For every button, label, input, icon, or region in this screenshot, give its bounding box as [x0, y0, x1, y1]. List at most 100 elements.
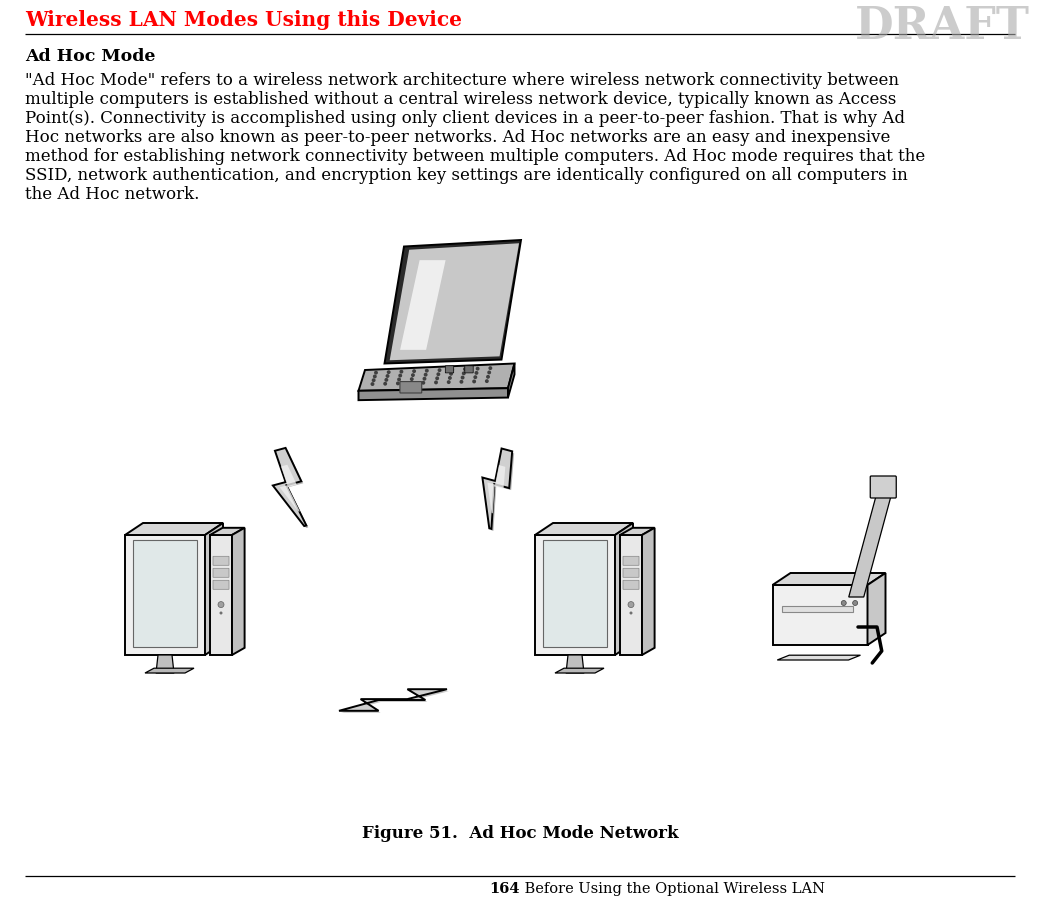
Polygon shape — [341, 691, 449, 713]
Polygon shape — [773, 585, 867, 645]
Polygon shape — [280, 465, 300, 512]
Polygon shape — [615, 523, 633, 655]
Text: SSID, network authentication, and encryption key settings are identically config: SSID, network authentication, and encryp… — [25, 167, 908, 184]
Circle shape — [219, 612, 223, 614]
Circle shape — [396, 381, 399, 385]
Circle shape — [449, 372, 453, 376]
Polygon shape — [272, 448, 307, 526]
Polygon shape — [125, 535, 205, 655]
Polygon shape — [849, 497, 890, 597]
Polygon shape — [620, 535, 642, 655]
Text: DRAFT: DRAFT — [855, 5, 1030, 48]
Text: Hoc networks are also known as peer-to-peer networks. Ad Hoc networks are an eas: Hoc networks are also known as peer-to-p… — [25, 129, 890, 146]
Circle shape — [461, 376, 465, 379]
Circle shape — [370, 382, 374, 386]
Circle shape — [475, 367, 479, 370]
Circle shape — [462, 371, 466, 375]
FancyBboxPatch shape — [213, 568, 229, 577]
Polygon shape — [210, 535, 232, 655]
Circle shape — [373, 375, 376, 379]
Circle shape — [447, 380, 450, 384]
Polygon shape — [488, 465, 505, 513]
FancyBboxPatch shape — [870, 476, 896, 498]
Circle shape — [473, 375, 477, 379]
Polygon shape — [275, 450, 308, 528]
Circle shape — [629, 612, 632, 614]
Polygon shape — [483, 449, 512, 529]
Circle shape — [422, 377, 426, 380]
Circle shape — [421, 380, 425, 385]
Polygon shape — [339, 689, 447, 711]
Circle shape — [486, 375, 490, 379]
Polygon shape — [620, 528, 654, 535]
Circle shape — [412, 369, 416, 373]
FancyBboxPatch shape — [465, 366, 473, 373]
Text: Wireless LAN Modes Using this Device: Wireless LAN Modes Using this Device — [25, 10, 462, 30]
Polygon shape — [400, 260, 445, 350]
FancyBboxPatch shape — [400, 381, 422, 393]
Text: 164: 164 — [490, 882, 520, 896]
Circle shape — [489, 367, 492, 370]
FancyBboxPatch shape — [213, 556, 229, 565]
Circle shape — [853, 600, 858, 605]
Polygon shape — [359, 364, 515, 391]
Polygon shape — [485, 450, 514, 530]
Text: the Ad Hoc network.: the Ad Hoc network. — [25, 186, 200, 203]
Circle shape — [399, 369, 404, 374]
Circle shape — [628, 601, 634, 608]
Circle shape — [218, 601, 224, 608]
Circle shape — [485, 379, 489, 383]
FancyBboxPatch shape — [623, 580, 639, 589]
Polygon shape — [145, 669, 194, 673]
Text: method for establishing network connectivity between multiple computers. Ad Hoc : method for establishing network connecti… — [25, 148, 926, 165]
Polygon shape — [508, 364, 515, 398]
Circle shape — [472, 379, 476, 383]
Polygon shape — [566, 655, 584, 673]
Polygon shape — [156, 655, 174, 673]
Polygon shape — [133, 540, 197, 647]
Circle shape — [435, 377, 439, 380]
Circle shape — [841, 600, 847, 605]
Circle shape — [409, 381, 413, 385]
Text: multiple computers is established without a central wireless network device, typ: multiple computers is established withou… — [25, 91, 896, 108]
Polygon shape — [773, 573, 885, 585]
Circle shape — [434, 380, 438, 384]
FancyBboxPatch shape — [623, 568, 639, 577]
Text: Ad Hoc Mode: Ad Hoc Mode — [25, 48, 156, 65]
FancyBboxPatch shape — [445, 366, 453, 373]
Circle shape — [398, 374, 402, 378]
Circle shape — [437, 372, 440, 376]
Polygon shape — [642, 528, 654, 655]
Text: "Ad Hoc Mode" refers to a wireless network architecture where wireless network c: "Ad Hoc Mode" refers to a wireless netwo… — [25, 72, 899, 89]
Circle shape — [423, 373, 427, 377]
Circle shape — [425, 368, 428, 373]
Polygon shape — [210, 528, 244, 535]
Circle shape — [460, 379, 464, 384]
Text: Point(s). Connectivity is accomplished using only client devices in a peer-to-pe: Point(s). Connectivity is accomplished u… — [25, 110, 905, 127]
Circle shape — [411, 373, 415, 377]
Polygon shape — [125, 523, 223, 535]
Polygon shape — [205, 523, 223, 655]
Circle shape — [463, 367, 467, 371]
Polygon shape — [385, 240, 521, 364]
FancyBboxPatch shape — [213, 580, 229, 589]
Circle shape — [386, 374, 389, 378]
Polygon shape — [543, 540, 607, 647]
Polygon shape — [535, 523, 633, 535]
Polygon shape — [782, 606, 853, 612]
Circle shape — [383, 382, 387, 386]
Circle shape — [487, 370, 491, 375]
Circle shape — [410, 377, 414, 381]
Circle shape — [374, 370, 378, 375]
Polygon shape — [390, 243, 519, 360]
Circle shape — [387, 370, 391, 374]
Circle shape — [438, 368, 441, 372]
Polygon shape — [535, 535, 615, 655]
Polygon shape — [777, 655, 860, 660]
Text: Figure 51.  Ad Hoc Mode Network: Figure 51. Ad Hoc Mode Network — [362, 825, 678, 842]
Circle shape — [450, 367, 454, 371]
Polygon shape — [359, 388, 508, 400]
FancyBboxPatch shape — [623, 556, 639, 565]
Text: Before Using the Optional Wireless LAN: Before Using the Optional Wireless LAN — [520, 882, 825, 896]
Circle shape — [385, 378, 388, 382]
